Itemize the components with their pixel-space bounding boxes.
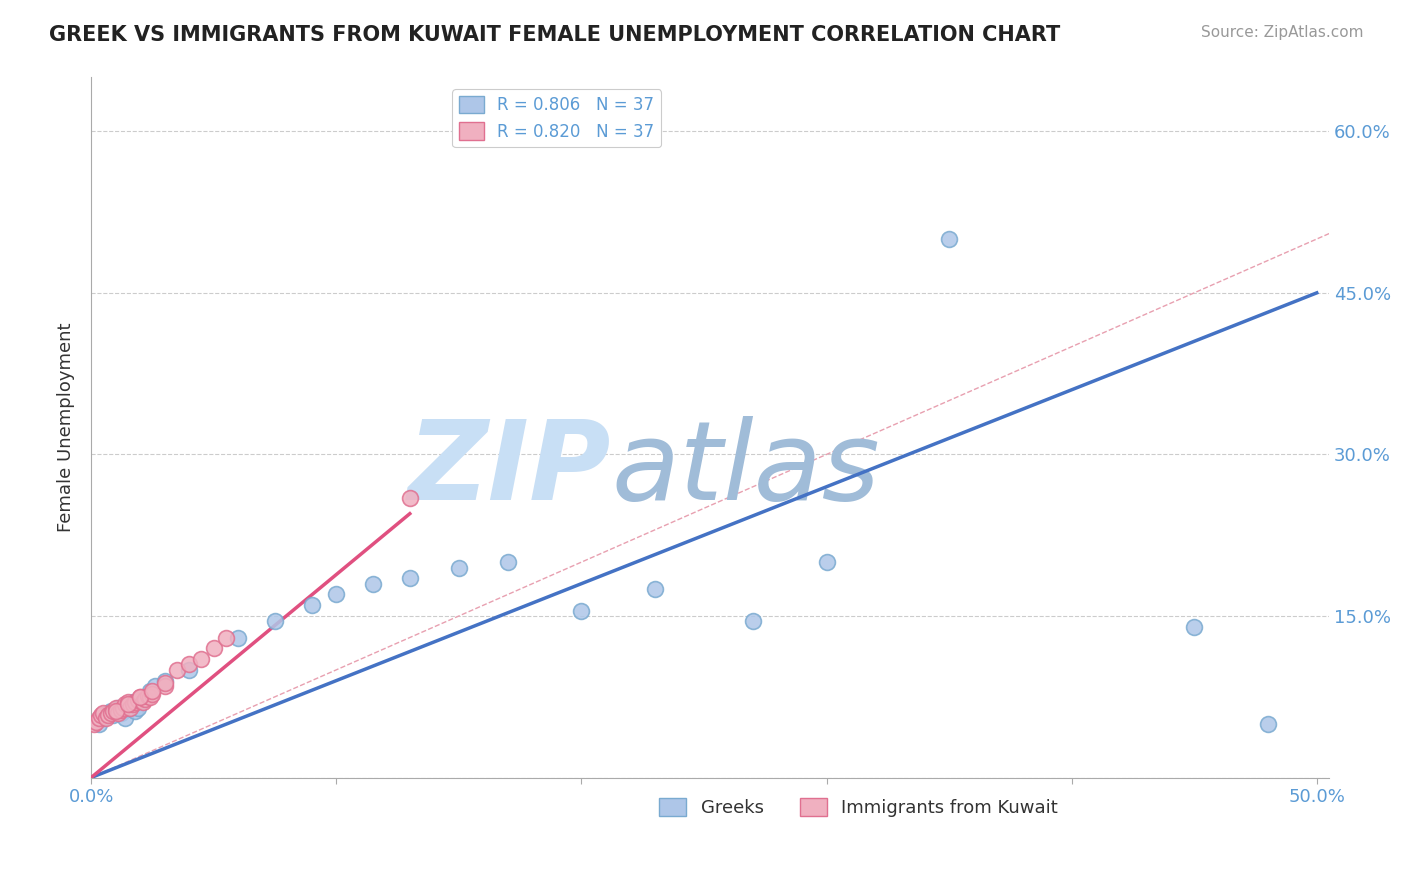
Point [120,700,142,714]
Point [226,631,249,645]
Text: Source: ZipAtlas.com: Source: ZipAtlas.com [1201,25,1364,40]
Point [110,706,132,720]
Point [139,684,162,698]
Point [166,663,188,677]
Point [103,704,125,718]
Point [93,706,115,720]
Point [134,690,156,704]
Point [644,582,666,596]
Point [110,703,132,717]
Point [179,657,201,672]
Point [90,708,112,723]
Y-axis label: Female Unemployment: Female Unemployment [58,323,75,533]
Point [94,708,117,723]
Point [121,695,143,709]
Point [496,555,519,569]
Point [127,700,149,714]
Point [107,706,129,720]
Point [153,673,176,688]
Point [111,700,134,714]
Point [104,703,127,717]
Point [114,711,136,725]
Point [447,560,470,574]
Point [129,690,152,704]
Point [87,716,110,731]
Point [121,698,143,712]
Point [815,555,838,569]
Point [97,706,120,720]
Text: GREEK VS IMMIGRANTS FROM KUWAIT FEMALE UNEMPLOYMENT CORRELATION CHART: GREEK VS IMMIGRANTS FROM KUWAIT FEMALE U… [49,25,1060,45]
Text: ZIP: ZIP [408,416,612,523]
Point [179,663,201,677]
Point [136,689,159,703]
Point [325,587,347,601]
Point [107,700,129,714]
Point [100,704,122,718]
Point [83,716,105,731]
Point [134,692,156,706]
Point [129,693,152,707]
Point [117,695,139,709]
Point [398,571,420,585]
Point [104,700,127,714]
Point [129,690,152,704]
Point [264,615,287,629]
Point [202,641,225,656]
Point [117,700,139,714]
Point [742,615,765,629]
Point [84,714,107,729]
Point [124,704,146,718]
Text: atlas: atlas [612,416,880,523]
Point [131,695,153,709]
Point [120,698,142,712]
Point [117,698,139,712]
Point [398,491,420,505]
Point [190,652,212,666]
Point [103,708,125,723]
Point [111,704,134,718]
Point [114,698,136,712]
Point [938,232,960,246]
Point [97,708,120,723]
Point [139,690,162,704]
Point [215,631,238,645]
Point [153,679,176,693]
Point [93,711,115,725]
Point [141,687,163,701]
Point [1182,620,1205,634]
Point [571,604,593,618]
Point [124,695,146,709]
Point [301,599,323,613]
Point [87,711,110,725]
Point [143,679,166,693]
Point [153,675,176,690]
Point [94,711,117,725]
Point [141,684,163,698]
Legend: Greeks, Immigrants from Kuwait: Greeks, Immigrants from Kuwait [652,790,1066,824]
Point [127,693,149,707]
Point [100,706,122,720]
Point [104,704,127,718]
Point [361,576,384,591]
Point [1257,716,1279,731]
